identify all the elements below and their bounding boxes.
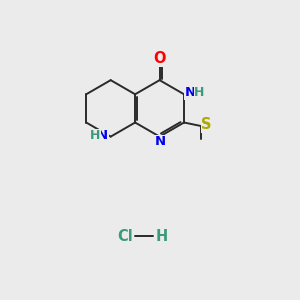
Text: H: H [90,129,101,142]
Text: N: N [155,136,166,148]
Text: H: H [194,86,205,99]
Text: N: N [185,86,196,99]
Text: O: O [153,51,166,66]
Text: Cl: Cl [117,229,133,244]
Text: S: S [201,117,212,132]
Text: N: N [97,129,108,142]
Text: H: H [155,229,167,244]
